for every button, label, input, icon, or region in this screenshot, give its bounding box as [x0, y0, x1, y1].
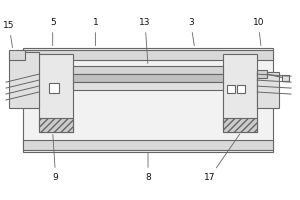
Text: 8: 8 [145, 152, 151, 182]
Bar [257, 72, 279, 108]
Bar [39, 54, 73, 132]
Bar [23, 48, 273, 152]
Bar [73, 74, 224, 82]
Bar [237, 85, 245, 93]
Bar [23, 140, 273, 150]
Text: 13: 13 [139, 18, 151, 63]
Text: 3: 3 [188, 18, 194, 46]
Bar [23, 50, 273, 60]
Text: 17: 17 [204, 134, 240, 182]
Bar [9, 52, 39, 108]
Bar [73, 82, 224, 90]
Bar [224, 118, 257, 132]
Text: 9: 9 [53, 135, 58, 182]
Text: 15: 15 [3, 21, 15, 48]
Bar [282, 75, 289, 81]
Bar [227, 85, 236, 93]
Bar [73, 66, 224, 74]
Text: 5: 5 [50, 18, 56, 46]
Text: 1: 1 [92, 18, 98, 46]
Bar [39, 118, 73, 132]
Bar [49, 83, 58, 93]
Bar [224, 54, 257, 132]
Bar [9, 50, 25, 60]
Bar [257, 70, 267, 78]
Text: 10: 10 [253, 18, 264, 46]
